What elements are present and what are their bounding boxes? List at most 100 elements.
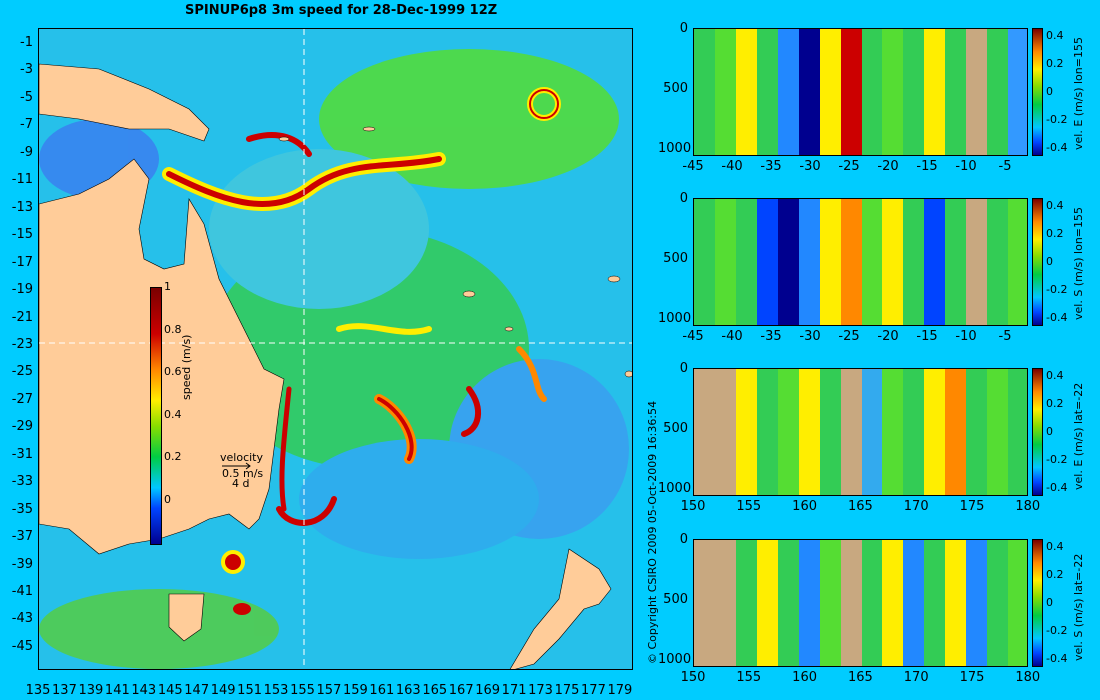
section-x-tick-label: 180 bbox=[1015, 670, 1041, 685]
section-x-tick-label: -45 bbox=[682, 329, 704, 344]
lat-tick-label: -41 bbox=[11, 584, 33, 599]
section-colorbar-tick: 0 bbox=[1046, 596, 1053, 609]
section-stripe bbox=[777, 540, 800, 666]
depth-tick-label: 0 bbox=[679, 191, 688, 206]
depth-tick-label: 500 bbox=[663, 81, 688, 96]
section-stripe bbox=[694, 199, 716, 325]
section-x-tick-label: 175 bbox=[959, 670, 985, 685]
lon-tick-label: 143 bbox=[131, 683, 157, 698]
section-x-tick-label: -20 bbox=[877, 329, 899, 344]
colorbar-title: speed (m/s) bbox=[180, 334, 193, 400]
section-colorbar-tick: 0.4 bbox=[1046, 29, 1064, 42]
depth-tick-label: 0 bbox=[679, 21, 688, 36]
section-stripe bbox=[735, 369, 758, 495]
section-panel bbox=[693, 368, 1028, 496]
warm-core-eddy bbox=[221, 550, 245, 574]
lon-tick-label: 137 bbox=[52, 683, 77, 698]
speed-colorbar bbox=[150, 287, 162, 545]
section-stripe bbox=[987, 540, 1010, 666]
section-x-tick-label: -10 bbox=[955, 329, 977, 344]
lon-tick-label: 145 bbox=[157, 683, 183, 698]
depth-tick-label: 1000 bbox=[658, 311, 692, 326]
section-stripe bbox=[819, 199, 842, 325]
lat-tick-label: -35 bbox=[11, 501, 33, 517]
lon-tick-label: 135 bbox=[25, 683, 51, 698]
section-colorbar-tick: -0.4 bbox=[1046, 311, 1068, 324]
lat-tick-label: -27 bbox=[11, 391, 33, 407]
section-panel-title: vel. S (m/s) lon=155 bbox=[1072, 206, 1085, 320]
section-colorbar-tick: 0.2 bbox=[1046, 397, 1064, 410]
section-x-tick-label: 170 bbox=[903, 499, 929, 514]
section-stripe bbox=[798, 540, 821, 666]
section-colorbar-tick: 0.4 bbox=[1046, 369, 1064, 382]
section-stripe bbox=[924, 199, 947, 325]
lon-tick-label: 153 bbox=[263, 683, 289, 698]
section-colorbar-tick: 0 bbox=[1046, 85, 1053, 98]
lat-tick-label: -19 bbox=[11, 282, 33, 298]
lat-tick-label: -45 bbox=[11, 638, 33, 654]
lat-tick-label: -7 bbox=[20, 117, 33, 133]
ocean-speed-patches bbox=[39, 49, 629, 669]
lon-tick-label: 159 bbox=[342, 683, 368, 698]
section-panel-title: vel. S (m/s) lat=-22 bbox=[1072, 553, 1085, 661]
section-x-tick-label: -35 bbox=[760, 329, 782, 344]
depth-tick-label: 500 bbox=[663, 251, 688, 266]
figure-title: SPINUP6p8 3m speed for 28-Dec-1999 12Z bbox=[185, 3, 498, 18]
section-stripe bbox=[966, 369, 989, 495]
section-stripe bbox=[903, 369, 926, 495]
section-x-tick-label: 150 bbox=[680, 499, 706, 514]
eddy-south bbox=[233, 603, 251, 615]
lon-tick-label: 169 bbox=[475, 683, 501, 698]
section-stripe bbox=[798, 29, 821, 155]
section-panel bbox=[693, 198, 1028, 326]
section-panel-title: vel. E (m/s) lat=-22 bbox=[1072, 382, 1085, 490]
velocity-key-speed: 0.5 m/s bbox=[222, 467, 264, 480]
section-stripe bbox=[945, 29, 968, 155]
section-stripe bbox=[735, 199, 758, 325]
speed-map-canvas bbox=[39, 29, 632, 669]
section-stripe bbox=[819, 369, 842, 495]
section-x-tick-label: -15 bbox=[916, 159, 938, 174]
section-stripe bbox=[714, 369, 737, 495]
section-colorbar bbox=[1032, 28, 1043, 156]
section-stripe bbox=[694, 29, 716, 155]
section-stripe bbox=[924, 540, 947, 666]
lon-tick-label: 141 bbox=[104, 683, 130, 698]
lon-tick-label: 157 bbox=[316, 683, 342, 698]
section-stripe bbox=[840, 540, 863, 666]
section-colorbar-tick: -0.2 bbox=[1046, 453, 1068, 466]
depth-tick-label: 1000 bbox=[658, 652, 692, 667]
section-stripe bbox=[756, 29, 779, 155]
section-stripe bbox=[966, 199, 989, 325]
tasmania-land bbox=[168, 593, 205, 642]
section-stripe bbox=[924, 29, 947, 155]
section-stripe bbox=[882, 29, 905, 155]
velocity-key-label: velocity bbox=[220, 451, 263, 464]
section-stripe bbox=[777, 369, 800, 495]
section-panel bbox=[693, 28, 1028, 156]
lon-tick-label: 151 bbox=[237, 683, 263, 698]
velocity-key-arrow-icon bbox=[222, 462, 251, 470]
section-stripe bbox=[903, 540, 926, 666]
section-x-tick-label: -30 bbox=[799, 329, 821, 344]
section-colorbar bbox=[1032, 198, 1043, 326]
section-stripe bbox=[1008, 29, 1027, 155]
lat-tick-label: -37 bbox=[11, 529, 33, 545]
section-stripe bbox=[798, 369, 821, 495]
section-stripe bbox=[882, 369, 905, 495]
section-x-tick-label: -30 bbox=[799, 159, 821, 174]
depth-tick-label: 1000 bbox=[658, 481, 692, 496]
section-stripe bbox=[694, 540, 716, 666]
section-stripe bbox=[861, 540, 884, 666]
section-colorbar-tick: -0.4 bbox=[1046, 481, 1068, 494]
section-stripe bbox=[861, 199, 884, 325]
section-x-tick-label: 150 bbox=[680, 670, 706, 685]
section-stripe bbox=[819, 540, 842, 666]
section-colorbar-tick: 0.4 bbox=[1046, 199, 1064, 212]
section-stripe bbox=[714, 199, 737, 325]
lat-tick-label: -25 bbox=[11, 364, 33, 380]
section-colorbar-tick: -0.4 bbox=[1046, 141, 1068, 154]
speed-map bbox=[38, 28, 633, 670]
lon-tick-label: 165 bbox=[422, 683, 448, 698]
section-stripe bbox=[903, 199, 926, 325]
